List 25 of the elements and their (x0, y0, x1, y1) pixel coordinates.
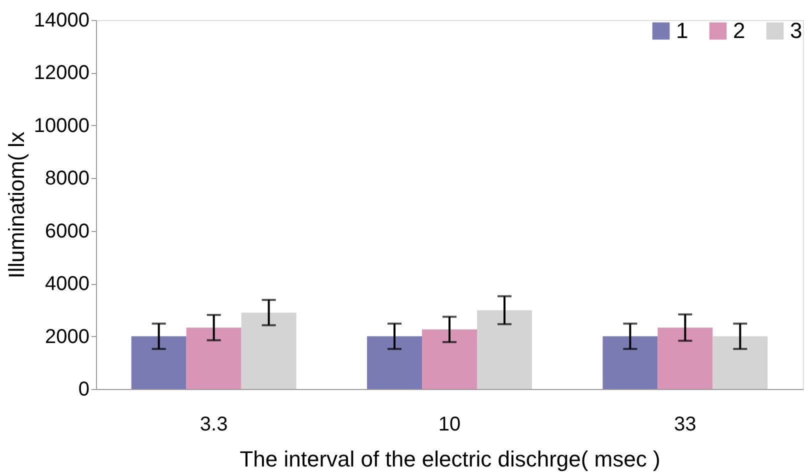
y-tick-label: 12000 (34, 62, 90, 84)
bar (476, 310, 532, 389)
bar (241, 312, 296, 389)
bar (422, 329, 477, 389)
legend-label: 3 (790, 18, 802, 43)
bar (712, 336, 768, 389)
legend-label: 2 (733, 18, 746, 43)
bar (131, 336, 186, 389)
bar (602, 336, 658, 389)
x-axis-title: The interval of the electric dischrge( msec ) (240, 446, 660, 472)
y-axis-title: Illuminatiom( lx (4, 132, 29, 278)
y-tick-label: 2000 (45, 326, 90, 348)
x-tick-label: 3.3 (200, 414, 228, 436)
y-tick-label: 0 (78, 378, 90, 400)
legend-label: 1 (676, 18, 688, 43)
y-tick-label: 14000 (34, 10, 90, 32)
bar (367, 336, 422, 389)
x-tick-label: 10 (438, 414, 461, 436)
bar (658, 328, 713, 389)
y-tick-label: 10000 (34, 114, 90, 137)
bar (186, 328, 242, 389)
y-tick-label: 6000 (45, 220, 90, 242)
x-tick-label: 33 (674, 414, 696, 436)
y-tick-label: 4000 (45, 273, 90, 296)
y-tick-label: 8000 (45, 168, 90, 190)
